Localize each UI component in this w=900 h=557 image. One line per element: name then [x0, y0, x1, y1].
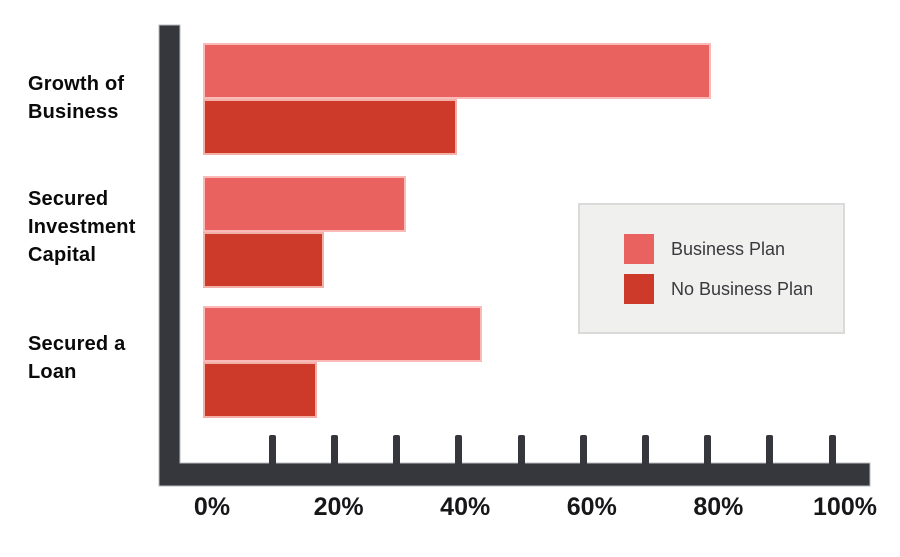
- legend-swatch-business-plan: [624, 234, 654, 264]
- x-axis-tick: [579, 435, 587, 464]
- x-axis-tick-label: 80%: [693, 493, 744, 521]
- axis-l-shape: [158, 24, 871, 487]
- bar-business-plan-secured-investment-capital: [203, 176, 407, 232]
- bar-no-business-plan-secured-a-loan: [203, 362, 318, 418]
- category-label-line: Growth of: [28, 73, 125, 95]
- x-axis-tick: [704, 435, 712, 464]
- legend-item-business-plan: Business Plan: [624, 234, 785, 264]
- x-axis-tick-label: 20%: [313, 493, 364, 521]
- bar-no-business-plan-secured-investment-capital: [203, 232, 324, 288]
- category-label-secured-investment-capital: Secured Investment Capital: [28, 185, 136, 269]
- x-axis-tick: [828, 435, 836, 464]
- x-axis-tick: [455, 435, 463, 464]
- category-label-growth-of-business: Growth of Business: [28, 70, 124, 126]
- x-axis-tick-label: 100%: [813, 493, 877, 521]
- x-axis-tick: [641, 435, 649, 464]
- category-label-line: Secured: [28, 188, 109, 210]
- x-axis-tick: [517, 435, 525, 464]
- x-axis-tick-label: 0%: [193, 493, 231, 521]
- bar-business-plan-secured-a-loan: [203, 306, 483, 362]
- bar-no-business-plan-growth-of-business: [203, 99, 457, 155]
- category-label-secured-a-loan: Secured a Loan: [28, 330, 125, 386]
- legend: Business Plan No Business Plan: [578, 203, 845, 334]
- x-axis-tick: [766, 435, 774, 464]
- category-label-line: Loan: [28, 361, 77, 383]
- x-axis-tick-label: 40%: [440, 493, 491, 521]
- category-label-line: Business: [28, 101, 119, 123]
- x-axis-tick: [330, 435, 338, 464]
- legend-swatch-no-business-plan: [624, 274, 654, 304]
- category-label-line: Capital: [28, 244, 97, 266]
- category-label-line: Investment: [28, 216, 136, 238]
- x-axis-tick-label: 60%: [566, 493, 617, 521]
- x-axis-tick: [268, 435, 276, 464]
- legend-item-no-business-plan: No Business Plan: [624, 274, 813, 304]
- legend-label: No Business Plan: [671, 278, 814, 299]
- x-axis-tick: [393, 435, 401, 464]
- legend-label: Business Plan: [671, 238, 786, 259]
- bar-business-plan-growth-of-business: [203, 43, 711, 99]
- category-label-line: Secured a: [28, 333, 126, 355]
